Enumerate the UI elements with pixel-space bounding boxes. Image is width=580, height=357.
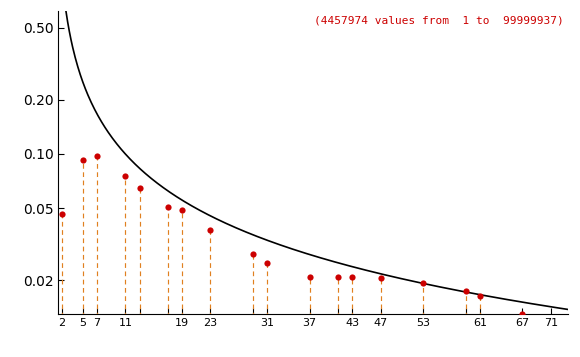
Point — [78, 157, 88, 162]
Point — [57, 211, 66, 217]
Point — [347, 274, 357, 280]
Point — [376, 276, 385, 281]
Point — [418, 280, 427, 286]
Point — [546, 328, 555, 334]
Point — [248, 251, 258, 257]
Text: (4457974 values from  1 to  99999937): (4457974 values from 1 to 99999937) — [314, 15, 563, 25]
Point — [121, 173, 130, 178]
Point — [305, 274, 314, 280]
Point — [263, 260, 272, 266]
Point — [206, 227, 215, 233]
Point — [135, 185, 144, 191]
Point — [334, 274, 343, 280]
Point — [163, 204, 172, 210]
Point — [461, 288, 470, 294]
Point — [92, 153, 101, 159]
Point — [177, 207, 187, 213]
Point — [475, 293, 484, 299]
Point — [518, 311, 527, 317]
